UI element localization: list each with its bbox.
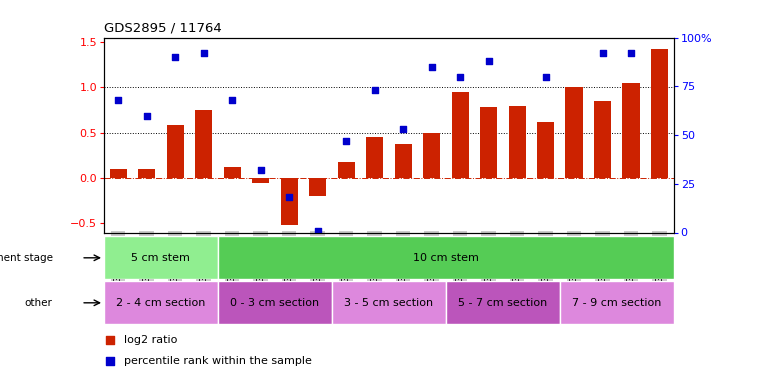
Point (482, 58, 494, 64)
Bar (594, 101, 611, 178)
Bar (508, 105, 526, 178)
Point (311, 228, 323, 234)
Bar (104, 281, 218, 324)
Bar (223, 167, 241, 178)
Point (283, 194, 296, 200)
Point (140, 112, 152, 118)
Bar (280, 178, 298, 225)
Bar (480, 107, 497, 178)
Text: log2 ratio: log2 ratio (124, 335, 177, 345)
Bar (446, 281, 560, 324)
Bar (218, 236, 674, 279)
Point (368, 87, 380, 93)
Point (397, 126, 410, 132)
Text: percentile rank within the sample: percentile rank within the sample (124, 356, 312, 366)
Text: development stage: development stage (0, 253, 52, 263)
Bar (337, 162, 355, 178)
Bar (560, 281, 674, 324)
Bar (651, 49, 668, 178)
Text: 0 - 3 cm section: 0 - 3 cm section (230, 298, 320, 308)
Point (226, 97, 239, 103)
Bar (537, 122, 554, 178)
Bar (109, 169, 127, 178)
Point (112, 97, 125, 103)
Bar (252, 178, 270, 183)
Text: 3 - 5 cm section: 3 - 5 cm section (344, 298, 434, 308)
Text: GDS2895 / 11764: GDS2895 / 11764 (104, 22, 222, 35)
Point (425, 64, 437, 70)
Point (197, 50, 209, 56)
Point (653, 28, 665, 34)
Point (103, 337, 116, 343)
Bar (565, 87, 583, 178)
Point (596, 50, 608, 56)
Bar (423, 133, 440, 178)
Point (169, 54, 182, 60)
Bar (394, 144, 412, 178)
Point (103, 358, 116, 364)
Bar (332, 281, 446, 324)
Point (567, 25, 581, 31)
Text: other: other (25, 298, 52, 308)
Text: 2 - 4 cm section: 2 - 4 cm section (116, 298, 206, 308)
Bar (451, 92, 469, 178)
Bar (218, 281, 332, 324)
Bar (138, 169, 156, 178)
Point (511, 28, 524, 34)
Text: 10 cm stem: 10 cm stem (413, 253, 479, 263)
Point (254, 167, 266, 173)
Bar (366, 137, 383, 178)
Point (454, 74, 467, 80)
Text: 7 - 9 cm section: 7 - 9 cm section (572, 298, 661, 308)
Bar (166, 126, 184, 178)
Bar (309, 178, 326, 196)
Bar (104, 236, 218, 279)
Bar (195, 110, 213, 178)
Point (340, 138, 353, 144)
Text: 5 cm stem: 5 cm stem (132, 253, 190, 263)
Point (625, 50, 638, 56)
Text: 5 - 7 cm section: 5 - 7 cm section (458, 298, 547, 308)
Bar (622, 83, 640, 178)
Point (539, 74, 551, 80)
